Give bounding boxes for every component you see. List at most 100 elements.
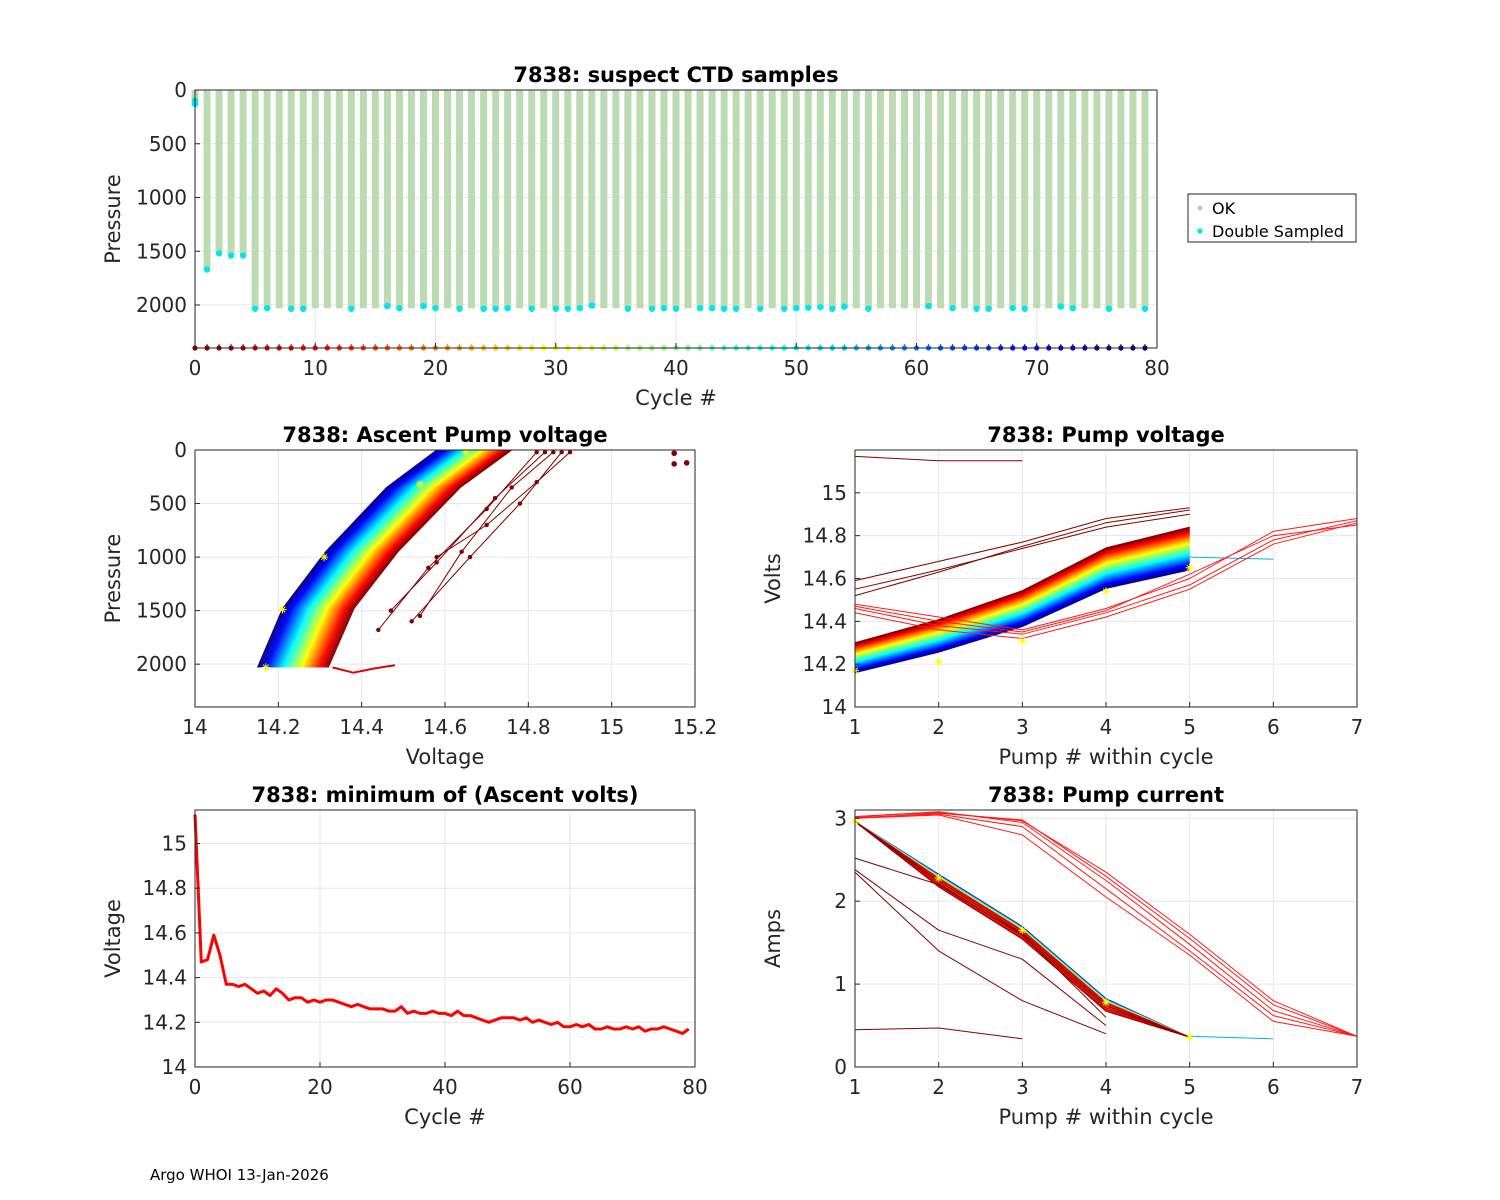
early-series-line bbox=[854, 812, 1358, 1037]
profile-line bbox=[272, 449, 453, 668]
footer-label: Argo WHOI 13-Jan-2026 bbox=[150, 1166, 329, 1184]
profile-line bbox=[269, 449, 450, 668]
profile-line bbox=[323, 449, 507, 668]
double-sampled-point bbox=[564, 305, 571, 312]
double-sampled-point bbox=[1009, 305, 1016, 312]
early-profile-point bbox=[484, 506, 489, 512]
profile-line bbox=[277, 449, 459, 668]
profile-line bbox=[298, 449, 481, 668]
profile-line bbox=[309, 449, 493, 668]
early-profile-point bbox=[567, 449, 573, 455]
profile-line bbox=[316, 449, 500, 668]
profile-line bbox=[310, 449, 494, 668]
profile-line bbox=[302, 449, 485, 668]
profile-line bbox=[271, 449, 452, 668]
y-tick-label: 14.2 bbox=[802, 652, 847, 676]
x-tick-label: 40 bbox=[432, 1075, 457, 1099]
profile-line bbox=[299, 449, 482, 668]
y-axis-label: Amps bbox=[761, 909, 785, 968]
early-profile-point bbox=[459, 549, 464, 554]
x-tick-label: 80 bbox=[682, 1075, 707, 1099]
double-sampled-point bbox=[985, 305, 992, 312]
double-sampled-point bbox=[949, 305, 956, 312]
plot-content bbox=[257, 448, 690, 674]
reference-star bbox=[1185, 563, 1194, 572]
double-sampled-point bbox=[492, 305, 499, 312]
early-series-line bbox=[854, 518, 1358, 631]
x-axis-label: Voltage bbox=[406, 745, 485, 769]
x-tick-label: 2 bbox=[932, 715, 945, 739]
chart-title: 7838: suspect CTD samples bbox=[513, 63, 838, 87]
double-sampled-point bbox=[781, 305, 788, 312]
outlier-point bbox=[683, 460, 690, 466]
reference-star bbox=[1018, 636, 1027, 645]
early-series-line bbox=[854, 811, 1358, 1037]
early-series-line bbox=[854, 520, 1358, 635]
y-tick-label: 1000 bbox=[136, 545, 187, 569]
profile-line bbox=[275, 449, 457, 668]
profile-line bbox=[279, 449, 461, 668]
profile-line bbox=[301, 449, 484, 668]
x-tick-label: 14.2 bbox=[256, 715, 301, 739]
profile-line bbox=[270, 449, 451, 668]
double-sampled-point bbox=[420, 302, 427, 310]
pump-current-line bbox=[854, 821, 1190, 1038]
profile-line bbox=[294, 449, 477, 668]
profile-line bbox=[300, 449, 483, 668]
outlier-point bbox=[671, 450, 677, 457]
double-sampled-point bbox=[288, 305, 295, 312]
y-tick-label: 15 bbox=[822, 481, 847, 505]
chart-ctd: 0 10 20 30 40 50 60 70 80 0 500 1000 1500 2000 7838: s… bbox=[101, 63, 1357, 410]
y-tick-label: 1500 bbox=[136, 239, 187, 263]
profile-line bbox=[308, 449, 492, 668]
x-tick-label: 7 bbox=[1351, 715, 1364, 739]
y-axis-label: Pressure bbox=[101, 534, 125, 624]
profile-line bbox=[291, 449, 473, 668]
profile-line bbox=[315, 449, 499, 668]
double-sampled-point bbox=[348, 305, 355, 312]
y-tick-label: 14.4 bbox=[142, 966, 187, 990]
profile-line bbox=[324, 449, 508, 668]
early-series-line bbox=[854, 813, 1358, 1037]
double-sampled-point bbox=[215, 250, 223, 257]
double-sampled-point bbox=[865, 305, 872, 312]
x-tick-label: 4 bbox=[1100, 715, 1113, 739]
profile-line bbox=[273, 449, 454, 668]
x-axis-label: Cycle # bbox=[404, 1105, 486, 1129]
x-tick-label: 14.6 bbox=[423, 715, 468, 739]
profile-line bbox=[311, 449, 495, 668]
x-tick-label: 60 bbox=[904, 356, 929, 380]
profile-line bbox=[318, 449, 502, 668]
early-profile-point bbox=[484, 522, 489, 528]
reference-star bbox=[461, 448, 470, 457]
early-profile-line bbox=[377, 451, 538, 631]
reference-star bbox=[1185, 1033, 1194, 1042]
early-profile-line bbox=[436, 451, 571, 558]
x-tick-label: 2 bbox=[932, 1075, 945, 1099]
plot-content bbox=[851, 811, 1358, 1042]
plot-content bbox=[193, 814, 690, 1035]
x-tick-label: 14.4 bbox=[339, 715, 384, 739]
y-tick-label: 500 bbox=[149, 132, 187, 156]
y-tick-label: 2000 bbox=[136, 652, 187, 676]
double-sampled-point bbox=[396, 305, 403, 312]
early-series-line bbox=[854, 1027, 1023, 1040]
y-tick-label: 1500 bbox=[136, 599, 187, 623]
chart-title: 7838: Pump voltage bbox=[987, 423, 1225, 447]
chart-minv: 0 20 40 60 80 14 14.2 14.4 14.6 14.8 15 7838: minim… bbox=[101, 783, 708, 1129]
y-tick-label: 14 bbox=[162, 1055, 187, 1079]
early-profile-point bbox=[534, 449, 539, 455]
double-sampled-point bbox=[456, 305, 463, 312]
cyan-tail-line bbox=[1189, 556, 1274, 560]
profile-line bbox=[288, 449, 470, 668]
profile-line bbox=[265, 449, 446, 668]
early-profile-point bbox=[434, 554, 439, 560]
double-sampled-point bbox=[1069, 305, 1077, 312]
double-sampled-point bbox=[624, 305, 632, 312]
profile-line bbox=[285, 449, 467, 668]
profile-line bbox=[303, 449, 486, 668]
y-axis-label: Volts bbox=[761, 553, 785, 604]
early-series-line bbox=[854, 524, 1358, 633]
reference-star bbox=[1102, 998, 1110, 1007]
early-series-line bbox=[854, 812, 1358, 1037]
